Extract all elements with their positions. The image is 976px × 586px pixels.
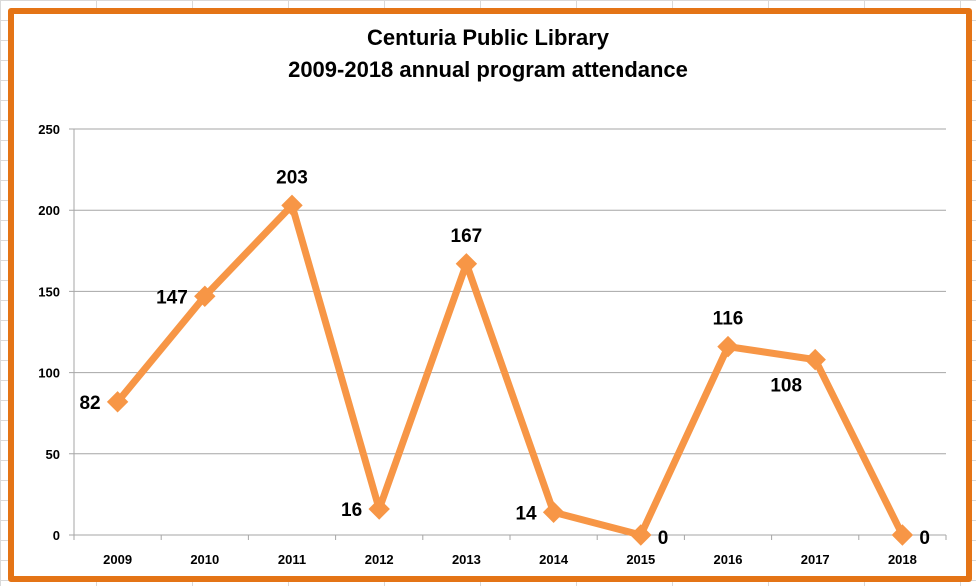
y-tick-label: 0 <box>53 528 60 543</box>
chart-frame[interactable] <box>8 8 972 582</box>
series-line-path <box>114 201 906 539</box>
series-line <box>114 201 906 539</box>
data-label: 108 <box>770 376 802 397</box>
x-tick-label: 2015 <box>626 552 655 567</box>
data-label: 203 <box>276 167 308 188</box>
data-label: 0 <box>919 528 930 549</box>
data-label: 167 <box>451 226 483 247</box>
y-tick-label: 200 <box>38 203 60 218</box>
y-tick-label: 100 <box>38 366 60 381</box>
data-point-marker <box>281 194 303 217</box>
data-point-marker <box>106 391 129 413</box>
x-tick-label: 2018 <box>888 552 917 567</box>
data-point-marker <box>717 335 739 358</box>
data-label: 147 <box>156 287 188 308</box>
data-point-marker <box>804 348 826 371</box>
data-point-marker <box>891 524 914 546</box>
x-tick-label: 2016 <box>714 552 743 567</box>
data-point-marker <box>194 285 216 307</box>
x-tick-label: 2017 <box>801 552 830 567</box>
x-tick-label: 2011 <box>278 552 306 567</box>
data-label: 82 <box>79 393 100 414</box>
data-label: 116 <box>713 309 744 330</box>
chart-title-line1: Centuria Public Library <box>366 25 610 50</box>
chart-title: Centuria Public Library 2009-2018 annual… <box>0 22 976 86</box>
data-point-marker <box>455 253 478 275</box>
x-tick-label: 2010 <box>190 552 219 567</box>
y-tick-label: 50 <box>46 447 60 462</box>
x-tick-label: 2014 <box>539 552 569 567</box>
x-tick-label: 2013 <box>452 552 481 567</box>
y-tick-label: 250 <box>38 122 60 137</box>
data-label: 0 <box>658 528 669 549</box>
chart-title-line2: 2009-2018 annual program attendance <box>288 57 688 82</box>
data-labels: 82 147 203 16 167 14 0 116 108 0 <box>79 167 930 549</box>
x-tick-label: 2012 <box>365 552 394 567</box>
data-point-marker <box>542 501 565 523</box>
axes: 0 50 100 150 200 250 2009 2010 2011 2012 2013 2014 2… <box>38 122 947 567</box>
x-tick-label: 2009 <box>103 552 132 567</box>
series-markers <box>106 194 914 546</box>
data-label: 16 <box>341 500 362 521</box>
data-label: 14 <box>515 503 537 524</box>
gridlines <box>69 128 946 536</box>
y-tick-label: 150 <box>38 284 60 299</box>
data-point-marker <box>630 524 652 546</box>
data-point-marker <box>368 498 390 520</box>
